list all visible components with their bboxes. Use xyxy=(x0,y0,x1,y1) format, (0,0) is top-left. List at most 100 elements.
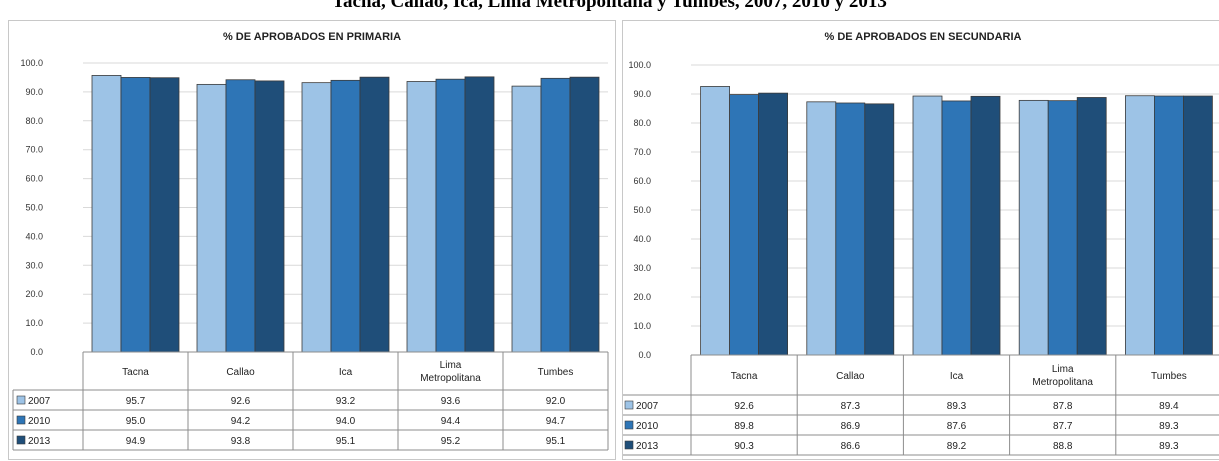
legend-label: 2010 xyxy=(28,416,51,427)
y-tick-label: 70.0 xyxy=(25,145,43,155)
category-label: Metropolitana xyxy=(1032,377,1093,388)
data-label: 86.6 xyxy=(841,441,861,452)
data-label: 89.3 xyxy=(947,401,967,412)
bar-2010 xyxy=(330,79,361,353)
legend-label: 2007 xyxy=(636,401,659,412)
y-tick-label: 80.0 xyxy=(633,118,651,128)
bar-2007 xyxy=(196,83,227,353)
category-label: Tumbes xyxy=(1151,371,1187,382)
data-label: 87.3 xyxy=(841,401,861,412)
y-tick-label: 50.0 xyxy=(25,203,43,213)
data-label: 93.6 xyxy=(441,396,461,407)
data-label: 95.0 xyxy=(126,416,146,427)
data-label: 89.4 xyxy=(1159,401,1179,412)
data-label: 88.8 xyxy=(1053,441,1073,452)
data-label: 92.6 xyxy=(231,396,251,407)
bar-2007 xyxy=(91,75,122,353)
data-label: 92.6 xyxy=(734,401,754,412)
y-tick-label: 100.0 xyxy=(20,58,43,68)
bar-2010 xyxy=(540,77,571,353)
category-label: Lima xyxy=(1052,364,1074,375)
data-label: 94.9 xyxy=(126,436,146,447)
chart-secundaria: 0.0 10.0 20.0 30.0 40.0 50.0 60.0 70.0 80.0 90.0 1… xyxy=(623,60,1219,456)
data-label: 95.1 xyxy=(336,436,356,447)
category-label: Tumbes xyxy=(538,367,574,378)
legend-label: 2013 xyxy=(28,436,51,447)
bar-2007 xyxy=(806,101,837,356)
bar-2013 xyxy=(359,76,390,353)
data-label: 94.7 xyxy=(546,416,566,427)
y-tick-label: 60.0 xyxy=(633,176,651,186)
chart-panel-primaria: % DE APROBADOS EN PRIMARIA 0.0 10.0 20.0 30… xyxy=(8,20,616,460)
y-tick-label: 30.0 xyxy=(25,260,43,270)
data-label: 94.2 xyxy=(231,416,251,427)
y-tick-label: 90.0 xyxy=(25,87,43,97)
bar-2013 xyxy=(758,92,789,356)
y-tick-label: 40.0 xyxy=(633,234,651,244)
bar-2010 xyxy=(729,94,759,356)
figure-heading: Tacna, Callao, Ica, Lima Metropolitana y… xyxy=(332,0,887,12)
bar-2007 xyxy=(700,86,730,356)
data-label: 86.9 xyxy=(841,421,861,432)
bar-2007 xyxy=(301,82,332,353)
legend-key-2010 xyxy=(624,420,634,430)
legend-key-2013 xyxy=(16,435,26,445)
legend-label: 2007 xyxy=(28,396,51,407)
y-tick-label: 90.0 xyxy=(633,89,651,99)
data-label: 90.3 xyxy=(734,441,754,452)
y-tick-label: 80.0 xyxy=(25,116,43,126)
chart-title: % DE APROBADOS EN SECUNDARIA xyxy=(824,31,1022,43)
bar-2010 xyxy=(120,77,151,353)
bar-2013 xyxy=(1076,97,1107,356)
data-label: 87.7 xyxy=(1053,421,1073,432)
legend-label: 2013 xyxy=(636,441,659,452)
data-label: 89.2 xyxy=(947,441,967,452)
y-tick-label: 50.0 xyxy=(633,205,651,215)
y-tick-label: 0.0 xyxy=(30,347,43,357)
data-label: 87.8 xyxy=(1053,401,1073,412)
data-label: 87.6 xyxy=(947,421,967,432)
category-label: Lima xyxy=(440,360,462,371)
legend-key-2010 xyxy=(16,415,26,425)
legend-key-2013 xyxy=(624,440,634,450)
y-tick-label: 0.0 xyxy=(638,350,651,360)
data-label: 95.1 xyxy=(546,436,566,447)
y-tick-label: 30.0 xyxy=(633,263,651,273)
data-label: 89.3 xyxy=(1159,421,1179,432)
category-label: Ica xyxy=(339,367,353,378)
data-label: 93.8 xyxy=(231,436,251,447)
bar-2007 xyxy=(511,85,542,353)
data-label: 89.8 xyxy=(734,421,754,432)
y-tick-label: 10.0 xyxy=(633,321,651,331)
legend-key-2007 xyxy=(16,395,26,405)
y-tick-label: 70.0 xyxy=(633,147,651,157)
chart-primaria: 0.0 10.0 20.0 30.0 40.0 50.0 60.0 70.0 80.0 90.0 1… xyxy=(12,58,609,451)
bar-2013 xyxy=(864,103,895,356)
bar-2010 xyxy=(835,102,866,356)
legend-label: 2010 xyxy=(636,421,659,432)
data-label: 93.2 xyxy=(336,396,356,407)
y-tick-label: 60.0 xyxy=(25,174,43,184)
bar-2013 xyxy=(1183,95,1213,356)
y-tick-label: 20.0 xyxy=(633,292,651,302)
category-label: Metropolitana xyxy=(420,373,481,384)
bar-2013 xyxy=(464,76,495,353)
bar-2013 xyxy=(254,80,285,353)
bar-2013 xyxy=(569,76,600,353)
chart-panel-secundaria: % DE APROBADOS EN SECUNDARIA 0.0 10.0 20.0… xyxy=(622,20,1219,460)
bar-2010 xyxy=(1047,100,1078,356)
bar-2010 xyxy=(225,79,256,353)
bar-2010 xyxy=(941,100,972,356)
y-tick-label: 100.0 xyxy=(628,60,651,70)
data-label: 95.7 xyxy=(126,396,146,407)
category-label: Tacna xyxy=(122,367,149,378)
category-label: Tacna xyxy=(731,371,758,382)
bar-2007 xyxy=(912,95,943,356)
bar-2013 xyxy=(970,95,1001,356)
data-label: 92.0 xyxy=(546,396,566,407)
category-label: Ica xyxy=(950,371,964,382)
category-label: Callao xyxy=(836,371,865,382)
bar-2007 xyxy=(406,81,437,353)
category-label: Callao xyxy=(226,367,255,378)
data-label: 95.2 xyxy=(441,436,461,447)
